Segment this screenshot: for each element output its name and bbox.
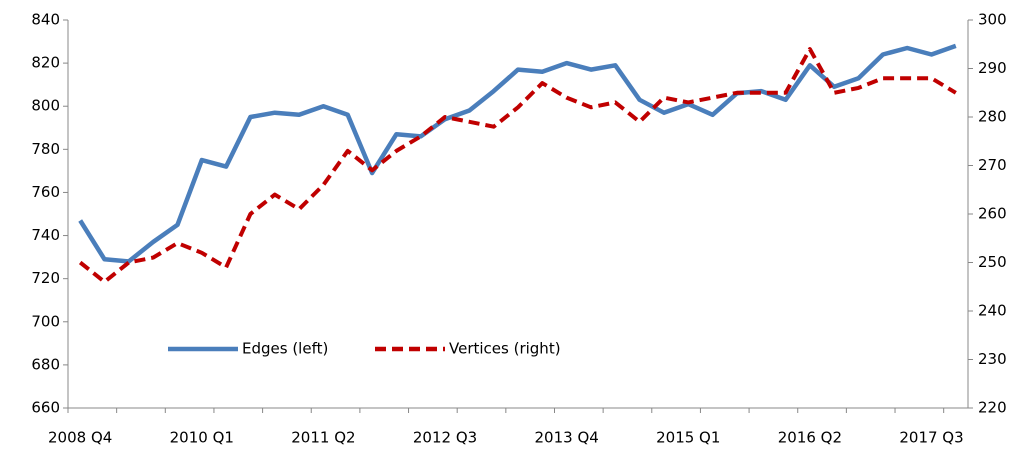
y2-tick-label: 230 <box>978 350 1007 368</box>
y-tick-label: 700 <box>31 312 60 330</box>
x-tick-label: 2013 Q4 <box>535 429 599 447</box>
legend-label: Vertices (right) <box>449 340 561 358</box>
y-tick-label: 800 <box>31 97 60 115</box>
y2-tick-label: 240 <box>978 302 1007 320</box>
y2-tick-label: 270 <box>978 156 1007 174</box>
x-tick-label: 2010 Q1 <box>170 429 234 447</box>
y-tick-label: 840 <box>31 11 60 29</box>
legend-label: Edges (left) <box>242 340 328 358</box>
x-tick-label: 2011 Q2 <box>291 429 355 447</box>
x-tick-label: 2012 Q3 <box>413 429 477 447</box>
y-tick-label: 660 <box>31 399 60 417</box>
y2-tick-label: 290 <box>978 59 1007 77</box>
series-line <box>78 47 957 284</box>
y-tick-label: 740 <box>31 226 60 244</box>
y2-tick-label: 260 <box>978 205 1007 223</box>
y2-tick-label: 250 <box>978 253 1007 271</box>
series-line <box>78 43 957 264</box>
y-tick-label: 760 <box>31 183 60 201</box>
y-tick-label: 820 <box>31 54 60 72</box>
x-tick-label: 2008 Q4 <box>48 429 112 447</box>
x-tick-label: 2016 Q2 <box>778 429 842 447</box>
y2-tick-label: 280 <box>978 108 1007 126</box>
y-tick-label: 720 <box>31 269 60 287</box>
x-tick-label: 2017 Q3 <box>899 429 963 447</box>
y-tick-label: 780 <box>31 140 60 158</box>
y2-tick-label: 220 <box>978 399 1007 417</box>
y2-tick-label: 300 <box>978 11 1007 29</box>
y-tick-label: 680 <box>31 355 60 373</box>
x-tick-label: 2015 Q1 <box>656 429 720 447</box>
